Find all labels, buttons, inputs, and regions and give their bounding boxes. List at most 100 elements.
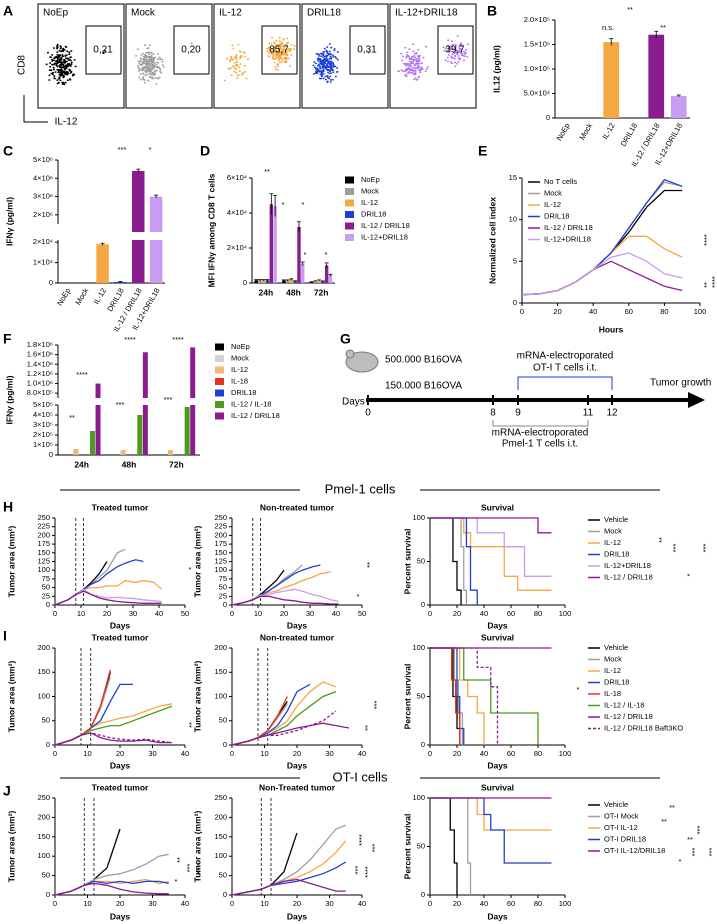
legend-label: IL-12 / DRIL18 [544,223,593,232]
x-tick-label: 60 [507,609,515,618]
series-line [54,669,111,746]
legend-label: IL-12 / DRIL18 [604,712,653,721]
x-tick-label: 40 [589,307,597,316]
chart-title: Treated tumor [92,782,149,792]
series-line [231,878,346,896]
bar [309,282,314,283]
y-tick-label: 25 [219,591,227,600]
significance: * [679,857,682,866]
y-tick-label: 50 [417,691,425,700]
y-tick-label: 225 [214,522,227,531]
inoculation-label: 500.000 B16OVA [385,355,462,366]
y-tick-label: 50 [219,716,227,725]
series-line [54,548,126,606]
legend-label: NoEp [231,342,250,351]
survival-curve [430,647,499,745]
x-tick-label: 20 [553,307,561,316]
y-tick-label: 0 [49,278,53,287]
y-tick-label: 175 [214,539,227,548]
chart-title: Survival [481,502,514,512]
series-line [54,683,133,746]
x-tick-label: 100 [559,899,572,908]
y-tick-label: 100 [37,691,50,700]
y-tick-label: 200 [37,812,50,821]
bar [137,415,143,455]
legend-label: IL-12 / DRIL18 Baft3KO [604,723,683,732]
x-tick-label: 0 [230,609,234,618]
survival-curve [430,517,552,577]
chart-title: Treated tumor [92,502,149,512]
error-bar [257,279,262,282]
x-tick-label: 40 [480,749,488,758]
x-tick-label: 80 [534,749,542,758]
bar [603,42,620,118]
significance: ** [687,835,693,844]
axis-break [59,398,201,405]
series-line [521,260,683,296]
y-tick-label: 4×10⁶ [33,173,53,182]
legend-label: IL-12 / DRIL18 [231,411,280,420]
error-bar [654,30,659,39]
legend-label: IL-12 / DRIL18 [604,572,653,581]
bar [262,280,266,283]
error-bar [676,94,681,97]
bar [285,280,290,283]
error-bar [296,221,301,233]
flow-title: NoEp [43,8,68,19]
flow-events [312,43,370,83]
day-label: 9 [515,408,521,419]
bar [321,281,325,283]
bar [120,450,126,455]
legend-label: Mock [604,526,622,535]
y-tick-label: 200 [214,530,227,539]
x-tick-label: 50 [358,609,366,618]
legend-swatch [345,211,354,218]
legend-label: IL-12 [604,666,621,675]
chart-title: Non-treated tumor [260,502,335,512]
x-axis-label: Days [287,620,308,630]
significance: ** [661,817,667,826]
bar [258,280,262,283]
x-tick-label: 20 [293,749,301,758]
y-axis-label: Percent survival [402,814,412,880]
bar [95,383,101,455]
significance: *** [185,864,194,873]
flow-y-label: CD8 [17,55,28,75]
x-tick-label: 80 [534,899,542,908]
top-bracket [517,376,613,390]
end-label: Tumor growth [650,378,711,389]
significance: *** [695,826,704,835]
legend-label: OT-I IL-12/DRIL18 [604,846,665,855]
series-line [231,588,339,606]
legend-label: IL-12 [604,538,621,547]
panel-label: B [487,3,497,19]
bar [670,95,687,118]
legend-label: IL-12+DRIL18 [544,234,591,243]
y-tick-label: 75 [219,574,227,583]
x-tick-label: 30 [129,609,137,618]
x-axis-label: Days [487,620,508,630]
significance: **** [363,866,372,878]
day-label: 8 [490,408,496,419]
bottom-bracket [492,420,589,427]
series-line [231,569,285,606]
y-tick-label: 0 [223,890,227,899]
x-tick-label: Mock [577,121,594,141]
x-tick-label: 40 [480,899,488,908]
x-tick-label: 20 [103,609,111,618]
x-axis-label: Hours [599,324,624,334]
legend-label: DRIL18 [361,209,386,218]
y-tick-label: 250 [214,793,227,802]
y-tick-label: 250 [37,793,50,802]
bar [132,170,145,283]
survival-curve [430,797,458,895]
flow-title: IL-12 [219,8,242,19]
x-tick-label: Mock [73,286,90,306]
y-tick-label: 1.2×10⁶ [27,369,53,378]
y-tick-label: 2.0×10⁵ [524,15,550,24]
x-tick-label: 40 [480,609,488,618]
panel-label: D [200,143,210,159]
bar [96,244,109,283]
x-tick-label: 80 [534,609,542,618]
step-label: OT-I T cells i.t. [533,363,597,374]
